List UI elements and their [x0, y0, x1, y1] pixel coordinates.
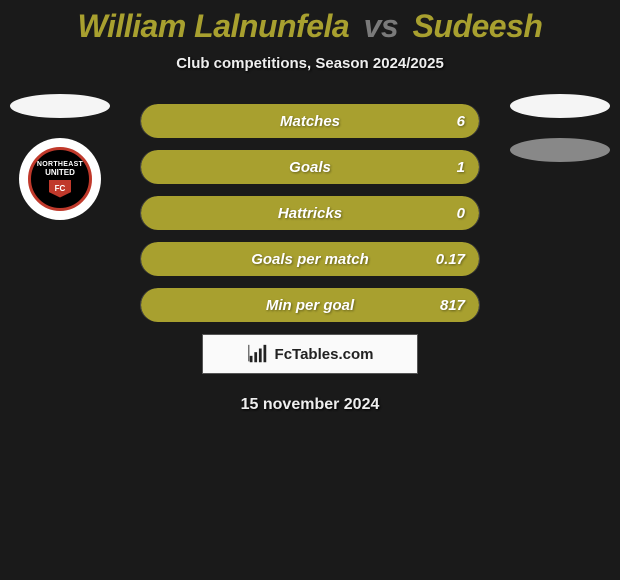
- stat-row: Hattricks 0: [140, 196, 480, 230]
- stat-row: Goals 1: [140, 150, 480, 184]
- player2-club-placeholder: [510, 138, 610, 162]
- stat-row: Goals per match 0.17: [140, 242, 480, 276]
- player1-name: William Lalnunfela: [78, 8, 350, 44]
- left-side-column: NORTHEAST UNITED FC: [10, 94, 110, 220]
- date-line: 15 november 2024: [0, 396, 620, 414]
- right-side-column: [510, 94, 610, 182]
- stat-label: Min per goal: [266, 297, 354, 314]
- player1-ellipse-placeholder: [10, 94, 110, 118]
- stat-value-right: 6: [457, 113, 465, 130]
- player2-ellipse-placeholder: [510, 94, 610, 118]
- stat-value-right: 0: [457, 205, 465, 222]
- stat-value-right: 817: [440, 297, 465, 314]
- vs-text: vs: [364, 8, 399, 44]
- main-panel: NORTHEAST UNITED FC Matches 6 Goals 1 Hattri…: [0, 104, 620, 414]
- club-line2: UNITED: [45, 169, 75, 177]
- stat-value-right: 1: [457, 159, 465, 176]
- stat-value-right: 0.17: [436, 251, 465, 268]
- chart-icon: [247, 343, 269, 365]
- club-line1: NORTHEAST: [37, 161, 83, 168]
- player2-name: Sudeesh: [413, 8, 543, 44]
- stat-row: Matches 6: [140, 104, 480, 138]
- stat-label: Goals: [289, 159, 331, 176]
- stat-label: Matches: [280, 113, 340, 130]
- stat-label: Goals per match: [251, 251, 369, 268]
- page-title: William Lalnunfela vs Sudeesh: [0, 0, 620, 45]
- stat-rows-container: Matches 6 Goals 1 Hattricks 0 Goals per match 0…: [140, 104, 480, 322]
- stat-row: Min per goal 817: [140, 288, 480, 322]
- club-shield: FC: [49, 180, 71, 198]
- club-badge-left: NORTHEAST UNITED FC: [19, 138, 101, 220]
- club-badge-inner: NORTHEAST UNITED FC: [28, 147, 92, 211]
- stat-label: Hattricks: [278, 205, 342, 222]
- watermark: FcTables.com: [202, 334, 418, 374]
- watermark-text: FcTables.com: [275, 346, 374, 363]
- subtitle: Club competitions, Season 2024/2025: [0, 55, 620, 72]
